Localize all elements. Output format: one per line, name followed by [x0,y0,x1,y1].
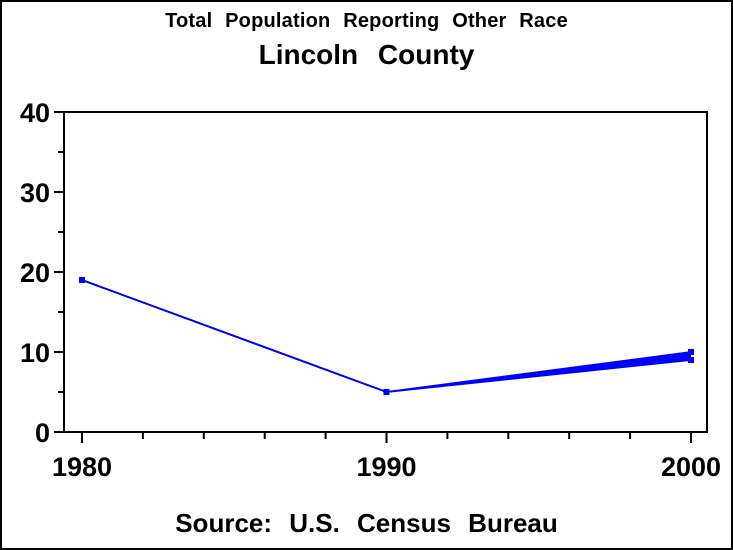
chart-subtitle: Lincoln County [258,39,475,70]
data-line [81,279,692,393]
x-tick-label: 2000 [661,452,721,482]
y-tick-label: 20 [20,258,50,288]
series-band [82,280,691,392]
x-tick-label: 1980 [52,452,112,482]
y-tick-label: 40 [20,98,50,128]
x-tick-label: 1990 [356,452,416,482]
data-point-marker [688,357,694,363]
data-point-marker [688,349,694,355]
data-point-marker [383,389,390,395]
chart-title: Total Population Reporting Other Race [165,10,568,32]
y-tick-label: 0 [35,418,50,448]
source-caption: Source: U.S. Census Bureau [175,508,558,538]
data-point-marker [79,277,85,283]
y-tick-label: 10 [20,338,50,368]
plot-frame [63,111,708,433]
data-line [81,279,692,393]
y-tick-label: 30 [20,178,50,208]
